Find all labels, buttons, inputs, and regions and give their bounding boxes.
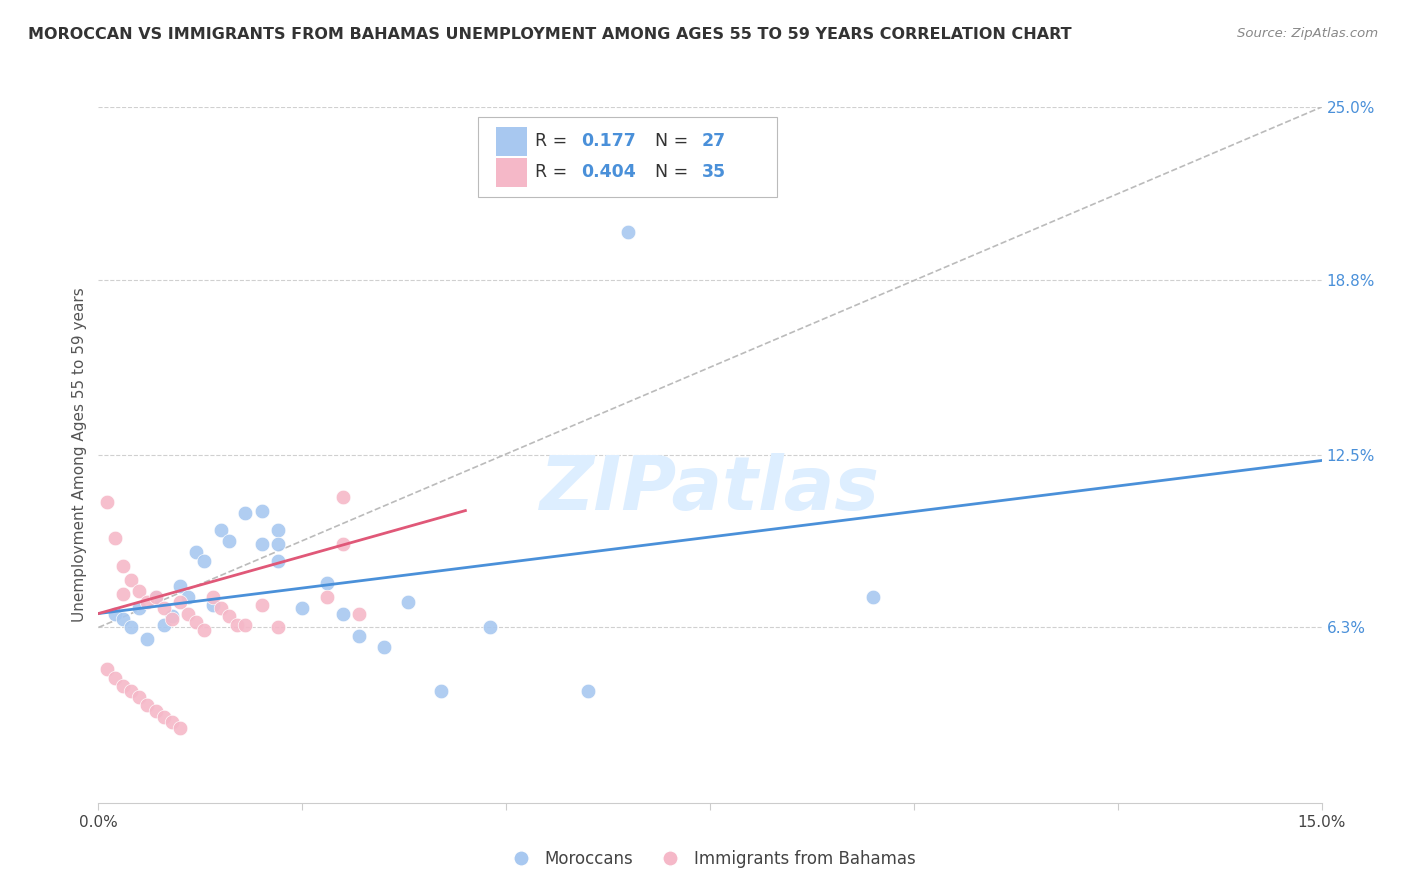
Point [128, 601, 150, 615]
Point [136, 595, 159, 609]
Point [349, 629, 371, 643]
Point [160, 715, 183, 730]
Point [209, 601, 232, 615]
Point [120, 684, 142, 698]
Text: R =: R = [536, 163, 572, 181]
Text: N =: N = [655, 132, 693, 150]
Point [186, 545, 208, 559]
Point [291, 601, 314, 615]
Point [201, 590, 224, 604]
Point [233, 617, 256, 632]
Point [576, 684, 599, 698]
Point [267, 554, 290, 568]
Point [267, 537, 290, 551]
Point [145, 590, 167, 604]
FancyBboxPatch shape [478, 118, 778, 197]
Text: 0.177: 0.177 [582, 132, 637, 150]
Y-axis label: Unemployment Among Ages 55 to 59 years: Unemployment Among Ages 55 to 59 years [72, 287, 87, 623]
Point [128, 690, 150, 704]
Legend: Moroccans, Immigrants from Bahamas: Moroccans, Immigrants from Bahamas [498, 843, 922, 874]
Point [373, 640, 395, 654]
Text: ZIPatlas: ZIPatlas [540, 453, 880, 526]
Text: R =: R = [536, 132, 572, 150]
Text: N =: N = [655, 163, 693, 181]
Point [111, 587, 134, 601]
Point [177, 590, 200, 604]
Point [111, 679, 134, 693]
Point [396, 595, 419, 609]
Text: Source: ZipAtlas.com: Source: ZipAtlas.com [1237, 27, 1378, 40]
Text: MOROCCAN VS IMMIGRANTS FROM BAHAMAS UNEMPLOYMENT AMONG AGES 55 TO 59 YEARS CORRE: MOROCCAN VS IMMIGRANTS FROM BAHAMAS UNEM… [28, 27, 1071, 42]
Point [862, 590, 884, 604]
Point [169, 595, 191, 609]
Point [169, 579, 191, 593]
Point [315, 590, 337, 604]
Point [332, 607, 354, 621]
Point [177, 607, 200, 621]
Point [617, 225, 640, 239]
Point [160, 612, 183, 626]
Point [250, 503, 273, 517]
Point [160, 609, 183, 624]
Point [226, 617, 249, 632]
Point [96, 662, 118, 676]
Point [250, 598, 273, 612]
Point [267, 620, 290, 634]
Point [152, 617, 174, 632]
FancyBboxPatch shape [496, 158, 527, 187]
Point [128, 584, 150, 599]
Point [120, 620, 142, 634]
Point [104, 607, 127, 621]
Point [478, 620, 501, 634]
Point [201, 598, 224, 612]
Point [96, 495, 118, 509]
Point [104, 671, 127, 685]
Point [145, 704, 167, 718]
Point [233, 507, 256, 521]
Text: 0.404: 0.404 [582, 163, 637, 181]
Point [186, 615, 208, 629]
Point [332, 490, 354, 504]
Point [152, 709, 174, 723]
Point [349, 607, 371, 621]
Point [218, 534, 240, 549]
FancyBboxPatch shape [496, 127, 527, 156]
Text: 35: 35 [702, 163, 725, 181]
Point [267, 523, 290, 537]
Point [136, 632, 159, 646]
Point [145, 590, 167, 604]
Point [430, 684, 453, 698]
Point [193, 554, 215, 568]
Point [120, 573, 142, 587]
Point [218, 609, 240, 624]
Point [315, 576, 337, 591]
Text: 27: 27 [702, 132, 725, 150]
Point [193, 624, 215, 638]
Point [111, 612, 134, 626]
Point [111, 559, 134, 574]
Point [136, 698, 159, 713]
Point [104, 532, 127, 546]
Point [332, 537, 354, 551]
Point [250, 537, 273, 551]
Point [209, 523, 232, 537]
Point [169, 721, 191, 735]
Point [152, 601, 174, 615]
